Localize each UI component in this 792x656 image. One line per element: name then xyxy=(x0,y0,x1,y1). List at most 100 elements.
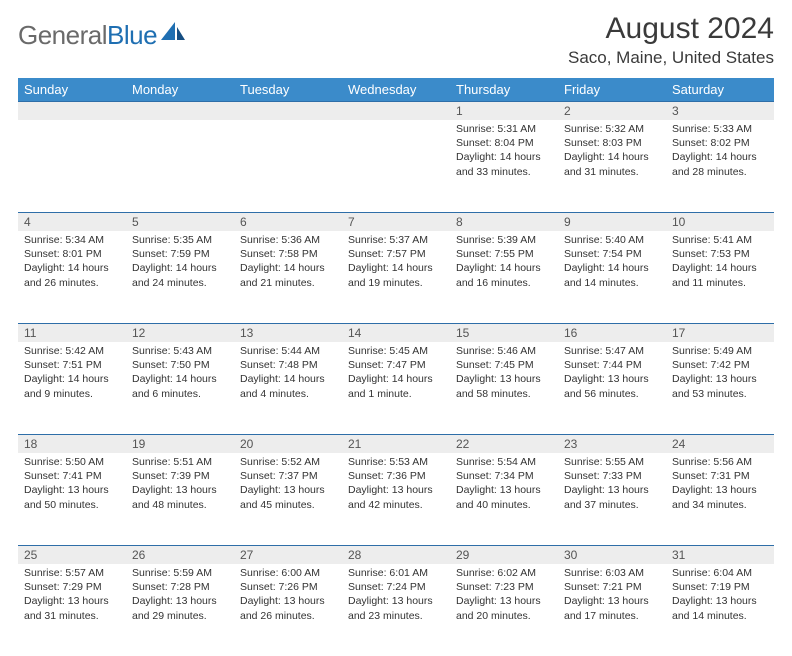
sunset-text: Sunset: 7:51 PM xyxy=(24,358,120,372)
calendar-cell: Sunrise: 5:45 AMSunset: 7:47 PMDaylight:… xyxy=(342,342,450,434)
day-number: 4 xyxy=(18,212,126,231)
daylight-text: Daylight: 14 hours and 11 minutes. xyxy=(672,261,768,289)
brand-part1: General xyxy=(18,20,107,50)
daylight-text: Daylight: 14 hours and 14 minutes. xyxy=(564,261,660,289)
sunrise-text: Sunrise: 5:41 AM xyxy=(672,233,768,247)
sunset-text: Sunset: 7:29 PM xyxy=(24,580,120,594)
sunrise-text: Sunrise: 5:34 AM xyxy=(24,233,120,247)
calendar-cell: Sunrise: 5:54 AMSunset: 7:34 PMDaylight:… xyxy=(450,453,558,545)
calendar-cell: Sunrise: 6:03 AMSunset: 7:21 PMDaylight:… xyxy=(558,564,666,656)
sunset-text: Sunset: 7:57 PM xyxy=(348,247,444,261)
sunset-text: Sunset: 7:37 PM xyxy=(240,469,336,483)
calendar-cell: Sunrise: 5:59 AMSunset: 7:28 PMDaylight:… xyxy=(126,564,234,656)
weekday-header: Saturday xyxy=(666,78,774,101)
sunset-text: Sunset: 7:28 PM xyxy=(132,580,228,594)
calendar-cell: Sunrise: 5:46 AMSunset: 7:45 PMDaylight:… xyxy=(450,342,558,434)
weekday-header: Sunday xyxy=(18,78,126,101)
sunrise-text: Sunrise: 5:50 AM xyxy=(24,455,120,469)
calendar-cell xyxy=(18,120,126,212)
sunset-text: Sunset: 7:47 PM xyxy=(348,358,444,372)
sunset-text: Sunset: 7:48 PM xyxy=(240,358,336,372)
calendar-cell: Sunrise: 5:51 AMSunset: 7:39 PMDaylight:… xyxy=(126,453,234,545)
calendar-cell: Sunrise: 6:04 AMSunset: 7:19 PMDaylight:… xyxy=(666,564,774,656)
day-number: 26 xyxy=(126,545,234,564)
sunset-text: Sunset: 7:36 PM xyxy=(348,469,444,483)
calendar-cell: Sunrise: 5:43 AMSunset: 7:50 PMDaylight:… xyxy=(126,342,234,434)
sunrise-text: Sunrise: 5:32 AM xyxy=(564,122,660,136)
sunrise-text: Sunrise: 5:36 AM xyxy=(240,233,336,247)
sunset-text: Sunset: 8:02 PM xyxy=(672,136,768,150)
sunrise-text: Sunrise: 6:03 AM xyxy=(564,566,660,580)
day-number: 25 xyxy=(18,545,126,564)
daylight-text: Daylight: 13 hours and 37 minutes. xyxy=(564,483,660,511)
daylight-text: Daylight: 14 hours and 24 minutes. xyxy=(132,261,228,289)
calendar-head: SundayMondayTuesdayWednesdayThursdayFrid… xyxy=(18,78,774,101)
daylight-text: Daylight: 13 hours and 34 minutes. xyxy=(672,483,768,511)
calendar-cell: Sunrise: 5:39 AMSunset: 7:55 PMDaylight:… xyxy=(450,231,558,323)
day-number: 21 xyxy=(342,434,450,453)
sunset-text: Sunset: 7:26 PM xyxy=(240,580,336,594)
day-number: 7 xyxy=(342,212,450,231)
sunset-text: Sunset: 7:55 PM xyxy=(456,247,552,261)
day-number: 28 xyxy=(342,545,450,564)
daylight-text: Daylight: 13 hours and 26 minutes. xyxy=(240,594,336,622)
day-number: 1 xyxy=(450,101,558,120)
daylight-text: Daylight: 13 hours and 29 minutes. xyxy=(132,594,228,622)
day-number xyxy=(234,101,342,120)
calendar-cell: Sunrise: 5:47 AMSunset: 7:44 PMDaylight:… xyxy=(558,342,666,434)
calendar-cell: Sunrise: 5:44 AMSunset: 7:48 PMDaylight:… xyxy=(234,342,342,434)
daylight-text: Daylight: 14 hours and 28 minutes. xyxy=(672,150,768,178)
day-number: 12 xyxy=(126,323,234,342)
daylight-text: Daylight: 14 hours and 4 minutes. xyxy=(240,372,336,400)
sunset-text: Sunset: 7:24 PM xyxy=(348,580,444,594)
daylight-text: Daylight: 14 hours and 9 minutes. xyxy=(24,372,120,400)
page-title: August 2024 xyxy=(568,12,774,46)
sunset-text: Sunset: 7:23 PM xyxy=(456,580,552,594)
daylight-text: Daylight: 13 hours and 42 minutes. xyxy=(348,483,444,511)
sunset-text: Sunset: 7:50 PM xyxy=(132,358,228,372)
sunrise-text: Sunrise: 5:42 AM xyxy=(24,344,120,358)
day-number: 23 xyxy=(558,434,666,453)
calendar-cell: Sunrise: 6:02 AMSunset: 7:23 PMDaylight:… xyxy=(450,564,558,656)
sunrise-text: Sunrise: 5:52 AM xyxy=(240,455,336,469)
sunset-text: Sunset: 7:33 PM xyxy=(564,469,660,483)
sunrise-text: Sunrise: 5:37 AM xyxy=(348,233,444,247)
calendar-cell: Sunrise: 5:40 AMSunset: 7:54 PMDaylight:… xyxy=(558,231,666,323)
daylight-text: Daylight: 14 hours and 21 minutes. xyxy=(240,261,336,289)
day-number: 10 xyxy=(666,212,774,231)
sunrise-text: Sunrise: 5:33 AM xyxy=(672,122,768,136)
sunset-text: Sunset: 7:58 PM xyxy=(240,247,336,261)
sunset-text: Sunset: 7:21 PM xyxy=(564,580,660,594)
day-number: 15 xyxy=(450,323,558,342)
sunrise-text: Sunrise: 5:31 AM xyxy=(456,122,552,136)
sunrise-text: Sunrise: 6:00 AM xyxy=(240,566,336,580)
sunset-text: Sunset: 7:31 PM xyxy=(672,469,768,483)
brand-logo: GeneralBlue xyxy=(18,12,187,51)
calendar-table: SundayMondayTuesdayWednesdayThursdayFrid… xyxy=(18,78,774,656)
daylight-text: Daylight: 14 hours and 16 minutes. xyxy=(456,261,552,289)
day-number xyxy=(126,101,234,120)
day-number xyxy=(18,101,126,120)
calendar-cell: Sunrise: 5:37 AMSunset: 7:57 PMDaylight:… xyxy=(342,231,450,323)
daylight-text: Daylight: 14 hours and 19 minutes. xyxy=(348,261,444,289)
sunrise-text: Sunrise: 5:39 AM xyxy=(456,233,552,247)
sunrise-text: Sunrise: 5:53 AM xyxy=(348,455,444,469)
daylight-text: Daylight: 13 hours and 58 minutes. xyxy=(456,372,552,400)
daylight-text: Daylight: 13 hours and 31 minutes. xyxy=(24,594,120,622)
calendar-cell: Sunrise: 5:36 AMSunset: 7:58 PMDaylight:… xyxy=(234,231,342,323)
day-number: 16 xyxy=(558,323,666,342)
day-number: 13 xyxy=(234,323,342,342)
location: Saco, Maine, United States xyxy=(568,48,774,68)
calendar-cell: Sunrise: 5:32 AMSunset: 8:03 PMDaylight:… xyxy=(558,120,666,212)
day-number: 9 xyxy=(558,212,666,231)
daylight-text: Daylight: 14 hours and 26 minutes. xyxy=(24,261,120,289)
calendar-body: 123Sunrise: 5:31 AMSunset: 8:04 PMDaylig… xyxy=(18,101,774,656)
daylight-text: Daylight: 14 hours and 31 minutes. xyxy=(564,150,660,178)
sunrise-text: Sunrise: 5:56 AM xyxy=(672,455,768,469)
calendar-cell: Sunrise: 5:42 AMSunset: 7:51 PMDaylight:… xyxy=(18,342,126,434)
day-number: 27 xyxy=(234,545,342,564)
calendar-cell: Sunrise: 5:35 AMSunset: 7:59 PMDaylight:… xyxy=(126,231,234,323)
daylight-text: Daylight: 13 hours and 17 minutes. xyxy=(564,594,660,622)
sunrise-text: Sunrise: 6:02 AM xyxy=(456,566,552,580)
calendar-cell: Sunrise: 5:41 AMSunset: 7:53 PMDaylight:… xyxy=(666,231,774,323)
